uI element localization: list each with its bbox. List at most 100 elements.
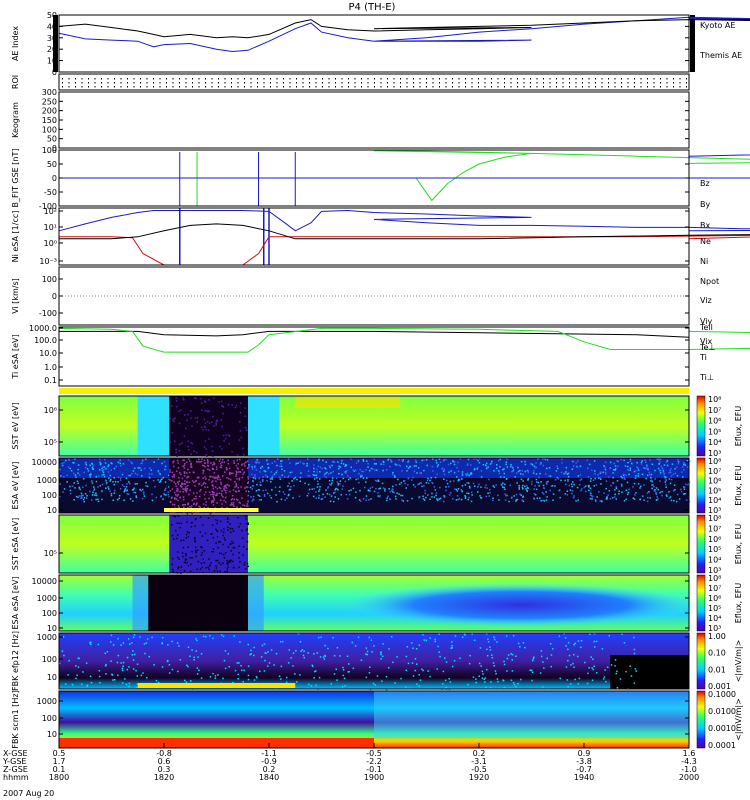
fbk1-speck bbox=[503, 663, 506, 666]
fbk1-speck bbox=[461, 636, 464, 638]
roi-dot bbox=[393, 82, 395, 84]
esa1-speck bbox=[229, 472, 231, 474]
esa1-speck bbox=[270, 481, 272, 483]
esa1-speck bbox=[212, 504, 215, 506]
esa1-speck bbox=[645, 467, 647, 470]
fbk1-speck bbox=[232, 681, 234, 684]
sst1-speck bbox=[221, 400, 223, 403]
esa1-speck bbox=[229, 504, 232, 506]
fbk1-speck bbox=[222, 677, 224, 680]
esa1-speck bbox=[579, 465, 582, 467]
esa1-speck bbox=[609, 498, 612, 500]
esa1-speck bbox=[615, 487, 618, 490]
esa1-speck bbox=[160, 480, 162, 483]
esa1-speck bbox=[628, 473, 630, 476]
roi-dot bbox=[679, 78, 681, 80]
esa1-speck bbox=[585, 485, 587, 487]
roi-dot bbox=[439, 82, 440, 84]
esa1-speck bbox=[597, 474, 599, 476]
roi-dot bbox=[387, 86, 388, 88]
esa1-speck bbox=[586, 459, 589, 462]
esa1-speck bbox=[435, 459, 437, 462]
esa1-speck bbox=[426, 477, 429, 480]
esa1-speck bbox=[380, 463, 382, 465]
esa1-speck bbox=[457, 498, 459, 501]
fbk1-speck bbox=[333, 673, 336, 675]
roi-dot bbox=[348, 78, 349, 80]
sst2-speck bbox=[220, 563, 222, 566]
sst2-speck bbox=[199, 516, 202, 519]
sst2-speck bbox=[200, 554, 202, 556]
fbk1-speck bbox=[369, 666, 371, 668]
esa1-speck bbox=[109, 490, 111, 492]
esa1-speck bbox=[520, 473, 522, 475]
fbk1-dark-region bbox=[610, 655, 689, 689]
esa1-speck bbox=[200, 489, 202, 491]
sst1-speck bbox=[169, 417, 172, 420]
esa1-speck bbox=[186, 481, 188, 483]
xaxis-tick-y: -4.3 bbox=[681, 757, 697, 766]
fbk1-speck bbox=[513, 683, 516, 686]
xaxis-tick-z: -1.0 bbox=[681, 765, 697, 774]
esa1-speck bbox=[623, 500, 626, 502]
xaxis-tick-z: 0.1 bbox=[53, 765, 66, 774]
fbk1-speck bbox=[629, 665, 631, 667]
esa1-speck bbox=[112, 499, 114, 502]
fbk1-speck bbox=[478, 662, 481, 665]
esa1-speck bbox=[171, 476, 174, 478]
fbk1-speck bbox=[550, 665, 552, 668]
bfit-series-by bbox=[59, 150, 750, 202]
esa1-speck bbox=[333, 500, 335, 503]
sst2-speck bbox=[216, 519, 219, 522]
esa1-speck bbox=[384, 488, 386, 490]
esa1-speck bbox=[439, 497, 442, 500]
esa1-speck bbox=[213, 493, 215, 496]
esa1-speck bbox=[594, 470, 596, 472]
esa1-speck bbox=[624, 465, 627, 467]
esa1-speck bbox=[233, 505, 235, 507]
roi-dot bbox=[81, 86, 83, 88]
esa1-speck bbox=[657, 467, 660, 470]
esa1-speck bbox=[125, 486, 128, 488]
sst2-speck bbox=[227, 529, 229, 531]
esa1-speck bbox=[522, 495, 524, 498]
esa1-speck bbox=[616, 460, 618, 462]
sst2-speck bbox=[238, 545, 240, 547]
esa1-cbar-tick: 10³ bbox=[708, 506, 721, 515]
sst2-speck bbox=[181, 552, 184, 554]
esa1-speck bbox=[535, 473, 538, 475]
sst1-speck bbox=[208, 438, 210, 440]
sst2-speck bbox=[179, 526, 181, 529]
sst1-speck bbox=[205, 429, 207, 431]
esa1-speck bbox=[229, 490, 231, 493]
esa1-speck bbox=[345, 464, 347, 466]
esa1-speck bbox=[229, 511, 231, 513]
sst2-speck bbox=[229, 543, 231, 546]
fbk1-speck bbox=[132, 650, 134, 652]
fbk1-speck bbox=[197, 656, 199, 658]
esa1-speck bbox=[620, 475, 622, 478]
esa1-speck bbox=[487, 492, 489, 494]
xaxis-tick-z: 0.3 bbox=[158, 765, 171, 774]
xaxis-tick-y: -3.1 bbox=[471, 757, 487, 766]
esa1-speck bbox=[436, 473, 438, 475]
esa1-speck bbox=[136, 473, 139, 476]
fbk1-speck bbox=[290, 657, 292, 659]
esa1-speck bbox=[453, 463, 456, 466]
esa1-speck bbox=[488, 478, 490, 481]
esa1-speck bbox=[633, 482, 636, 485]
esa1-speck bbox=[276, 501, 278, 503]
esa1-speck bbox=[179, 484, 182, 487]
esa1-speck bbox=[281, 460, 283, 462]
esa1-speck bbox=[584, 490, 587, 493]
esa1-speck bbox=[683, 488, 686, 490]
esa2-cbar-tick: 10⁵ bbox=[708, 604, 721, 613]
esa1-speck bbox=[485, 467, 488, 470]
esa1-speck bbox=[345, 472, 347, 474]
fbk1-speck bbox=[411, 662, 414, 664]
roi-dot bbox=[361, 82, 362, 84]
fbk1-speck bbox=[196, 639, 198, 642]
sst2-speck bbox=[184, 559, 187, 561]
esa1-speck bbox=[236, 459, 238, 461]
esa1-speck bbox=[272, 475, 274, 477]
